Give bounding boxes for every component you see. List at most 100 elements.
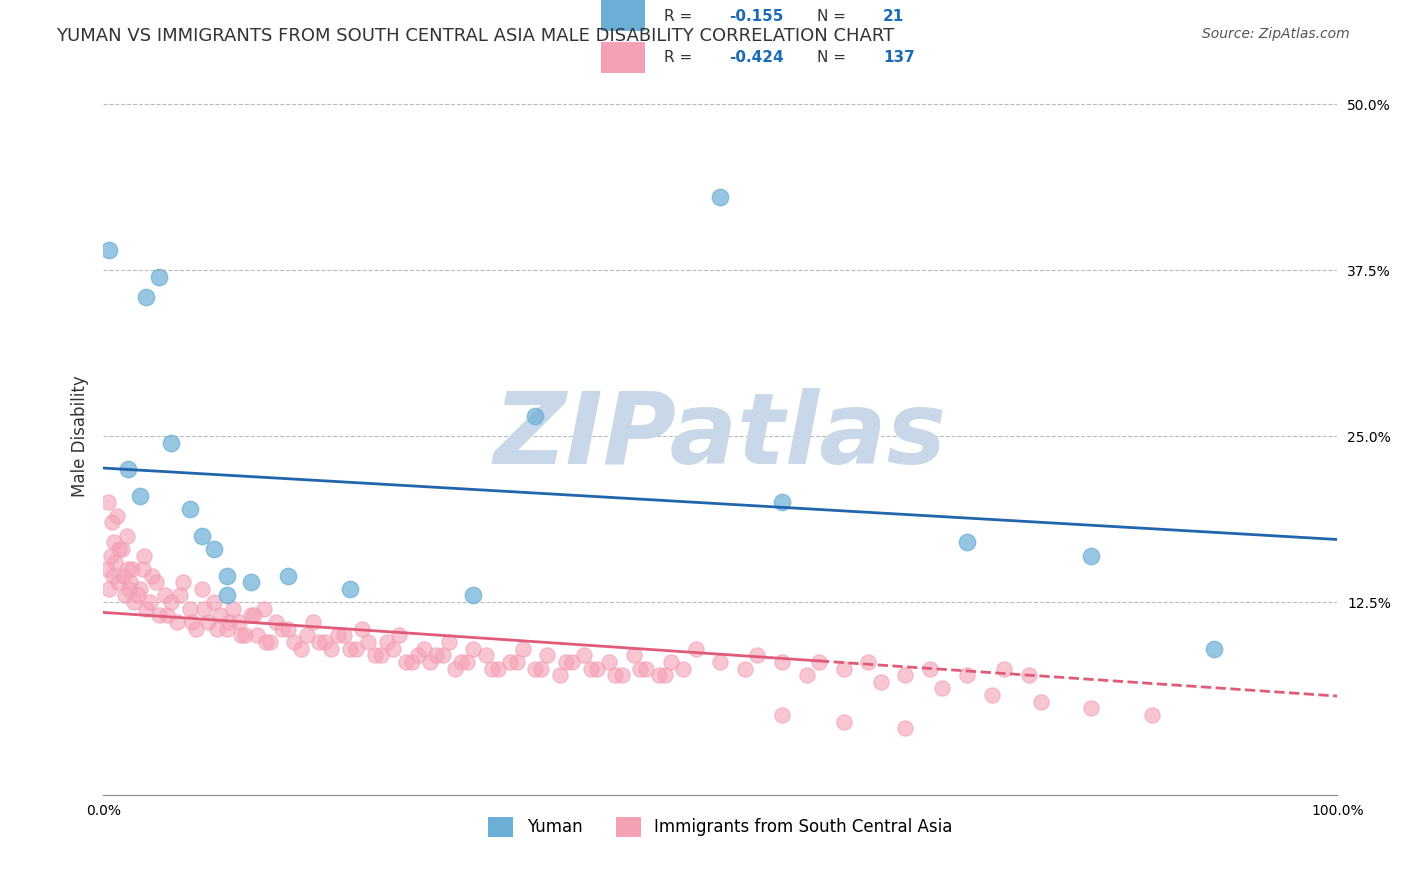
Text: 137: 137 xyxy=(883,50,915,64)
Point xyxy=(103,535,125,549)
Point xyxy=(215,589,238,603)
Point xyxy=(481,661,503,675)
Point xyxy=(242,608,264,623)
Point xyxy=(598,655,620,669)
Point xyxy=(193,601,215,615)
Point xyxy=(132,549,155,563)
Point xyxy=(561,655,583,669)
Point xyxy=(169,589,191,603)
Point xyxy=(131,562,153,576)
Point xyxy=(980,688,1002,702)
Point xyxy=(474,648,496,663)
Point xyxy=(240,608,263,623)
Point xyxy=(139,595,162,609)
Point xyxy=(179,502,201,516)
Point xyxy=(156,608,179,623)
Point xyxy=(747,648,769,663)
Point xyxy=(920,661,942,675)
Point xyxy=(202,595,225,609)
Point xyxy=(579,661,602,675)
Point xyxy=(1080,549,1102,563)
Point xyxy=(271,622,294,636)
Point xyxy=(252,601,274,615)
Point xyxy=(413,641,436,656)
Point xyxy=(160,595,183,609)
Point xyxy=(96,562,118,576)
Point xyxy=(129,582,152,596)
Point xyxy=(118,582,141,596)
Point xyxy=(240,575,263,590)
Point xyxy=(548,668,571,682)
Text: YUMAN VS IMMIGRANTS FROM SOUTH CENTRAL ASIA MALE DISABILITY CORRELATION CHART: YUMAN VS IMMIGRANTS FROM SOUTH CENTRAL A… xyxy=(56,27,894,45)
Point xyxy=(264,615,287,629)
Point xyxy=(370,648,392,663)
Point xyxy=(215,568,238,582)
Point xyxy=(121,562,143,576)
Point xyxy=(419,655,441,669)
Point xyxy=(832,661,855,675)
Text: -0.424: -0.424 xyxy=(730,50,785,64)
Point xyxy=(808,655,831,669)
Point xyxy=(145,575,167,590)
Point xyxy=(209,608,232,623)
Point xyxy=(1080,701,1102,715)
Point xyxy=(98,582,121,596)
Text: R =: R = xyxy=(664,9,697,23)
Point xyxy=(97,495,120,509)
Point xyxy=(894,721,917,735)
Point xyxy=(148,269,170,284)
Point xyxy=(115,529,138,543)
FancyBboxPatch shape xyxy=(602,42,645,73)
Point xyxy=(105,508,128,523)
Point xyxy=(197,615,219,629)
Point xyxy=(357,635,380,649)
Point xyxy=(654,668,676,682)
Point xyxy=(770,495,793,509)
Text: N =: N = xyxy=(817,9,851,23)
Y-axis label: Male Disability: Male Disability xyxy=(72,376,89,497)
Point xyxy=(254,635,277,649)
Point xyxy=(202,541,225,556)
Point xyxy=(295,628,318,642)
Text: ZIPatlas: ZIPatlas xyxy=(494,387,946,484)
Point xyxy=(770,655,793,669)
Point xyxy=(333,628,356,642)
Point xyxy=(956,668,979,682)
Point xyxy=(218,615,240,629)
Point xyxy=(524,409,547,424)
Point xyxy=(222,601,245,615)
Point xyxy=(314,635,336,649)
Point xyxy=(191,582,214,596)
Text: Source: ZipAtlas.com: Source: ZipAtlas.com xyxy=(1202,27,1350,41)
Point xyxy=(456,655,478,669)
Point xyxy=(530,661,553,675)
Point xyxy=(858,655,880,669)
Text: N =: N = xyxy=(817,50,851,64)
Point xyxy=(160,435,183,450)
Point xyxy=(166,615,188,629)
Point xyxy=(181,615,204,629)
Point xyxy=(406,648,429,663)
Point xyxy=(388,628,411,642)
Point xyxy=(135,290,157,304)
Point xyxy=(114,589,136,603)
Point xyxy=(394,655,416,669)
Point xyxy=(100,549,122,563)
Point xyxy=(709,655,731,669)
Point xyxy=(437,635,460,649)
Point xyxy=(628,661,651,675)
Point xyxy=(672,661,695,675)
Point xyxy=(326,628,349,642)
Point xyxy=(623,648,645,663)
FancyBboxPatch shape xyxy=(602,0,645,31)
Point xyxy=(585,661,607,675)
Point xyxy=(931,681,953,696)
Point xyxy=(191,529,214,543)
Point xyxy=(215,622,238,636)
Point xyxy=(463,589,485,603)
Point xyxy=(108,541,131,556)
Text: -0.155: -0.155 xyxy=(730,9,783,23)
Point xyxy=(894,668,917,682)
Point xyxy=(363,648,385,663)
Point xyxy=(524,661,547,675)
